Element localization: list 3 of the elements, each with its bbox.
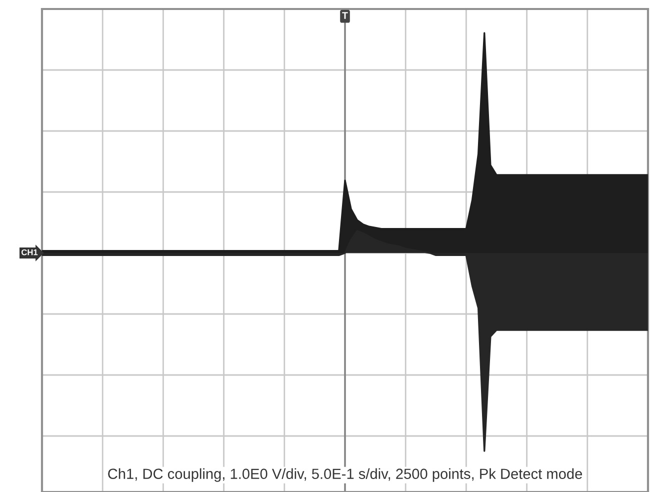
text: Ch1, DC coupling, 1.0E0 V/div, 5.0E-1 s/div, 2500 points, Pk Detect mode xyxy=(108,468,582,482)
text: T xyxy=(342,12,348,19)
text: CH1 xyxy=(22,249,38,256)
